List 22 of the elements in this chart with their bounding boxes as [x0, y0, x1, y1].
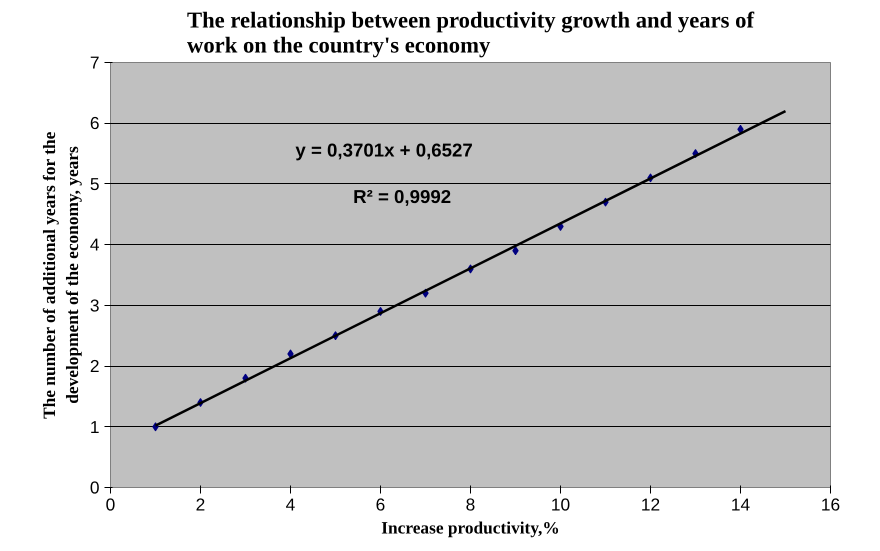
x-tick-label: 10: [550, 494, 570, 514]
x-tick-label: 12: [640, 494, 660, 514]
y-tick-label: 3: [90, 295, 100, 316]
x-axis-title: Increase productivity,%: [381, 518, 560, 538]
y-tick-label: 7: [90, 52, 100, 72]
y-tick-label: 5: [90, 174, 100, 194]
y-tick-label: 0: [90, 478, 100, 498]
annotation: R² = 0,9992: [353, 186, 452, 207]
y-tick-label: 2: [90, 356, 100, 376]
y-tick-label: 6: [90, 113, 100, 134]
x-tick-label: 8: [466, 494, 476, 514]
x-tick-label: 4: [286, 494, 296, 514]
y-tick-label: 4: [90, 234, 100, 255]
x-tick-label: 16: [820, 494, 840, 514]
y-axis-title: The number of additional years for the development of the economy, years: [40, 131, 82, 419]
y-tick-label: 1: [90, 416, 100, 437]
x-tick-label: 6: [376, 494, 386, 514]
x-tick-label: 2: [196, 494, 206, 514]
x-tick-label: 0: [106, 494, 116, 514]
x-tick-label: 14: [730, 494, 750, 514]
annotation: y = 0,3701x + 0,6527: [295, 139, 473, 160]
chart-title: The relationship between productivity growth and years of work on the country's economy: [186, 8, 754, 58]
